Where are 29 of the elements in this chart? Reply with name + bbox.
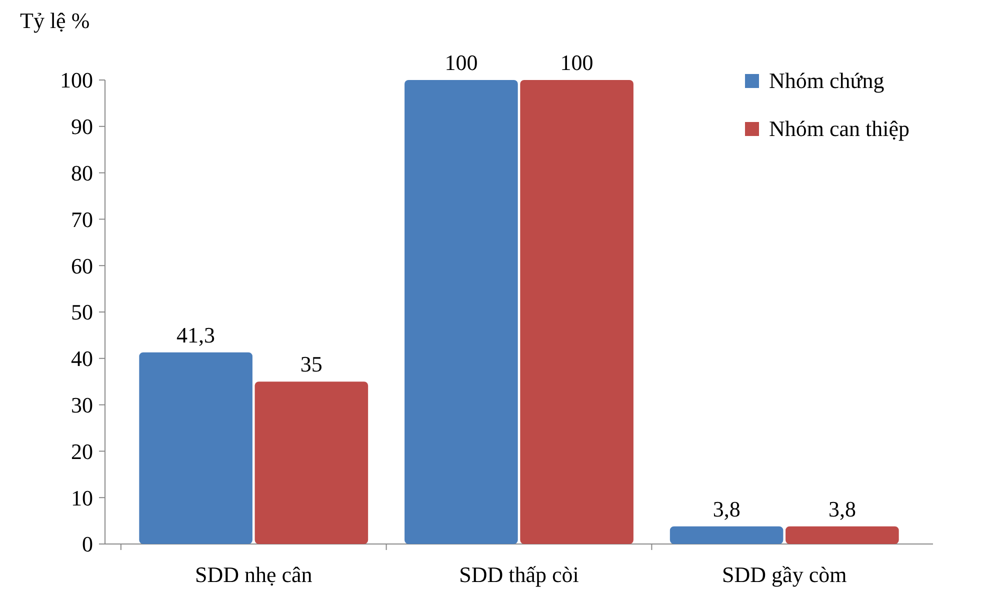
y-tick-label: 100 (60, 68, 93, 93)
data-label: 100 (560, 50, 594, 75)
y-axis-title: Tỷ lệ % (20, 8, 90, 33)
data-label: 3,8 (712, 496, 740, 522)
y-tick-label: 10 (71, 485, 93, 510)
legend-label: Nhóm can thiệp (769, 116, 910, 141)
y-tick-label: 20 (71, 438, 93, 464)
y-tick-label: 90 (71, 114, 93, 140)
x-tick-label: SDD gầy còm (722, 562, 847, 587)
x-tick-label: SDD thấp còi (459, 562, 579, 587)
y-tick-label: 60 (71, 253, 93, 278)
bar (786, 526, 899, 544)
bar (520, 80, 634, 544)
data-label: 41,3 (176, 322, 216, 348)
x-tick-label: SDD nhẹ cân (194, 562, 312, 587)
data-label: 35 (300, 352, 322, 377)
legend-label: Nhóm chứng (769, 68, 884, 93)
y-tick-label: 0 (82, 532, 93, 557)
data-label: 100 (444, 50, 478, 75)
y-tick-label: 50 (71, 300, 93, 325)
y-tick-label: 40 (71, 346, 93, 372)
bar (254, 382, 368, 544)
y-tick-label: 70 (71, 206, 93, 232)
bar (670, 526, 784, 544)
bar (404, 80, 518, 544)
y-tick-label: 30 (71, 392, 93, 418)
y-tick-label: 80 (71, 160, 93, 186)
bar (139, 352, 252, 544)
data-label: 3,8 (828, 496, 856, 522)
